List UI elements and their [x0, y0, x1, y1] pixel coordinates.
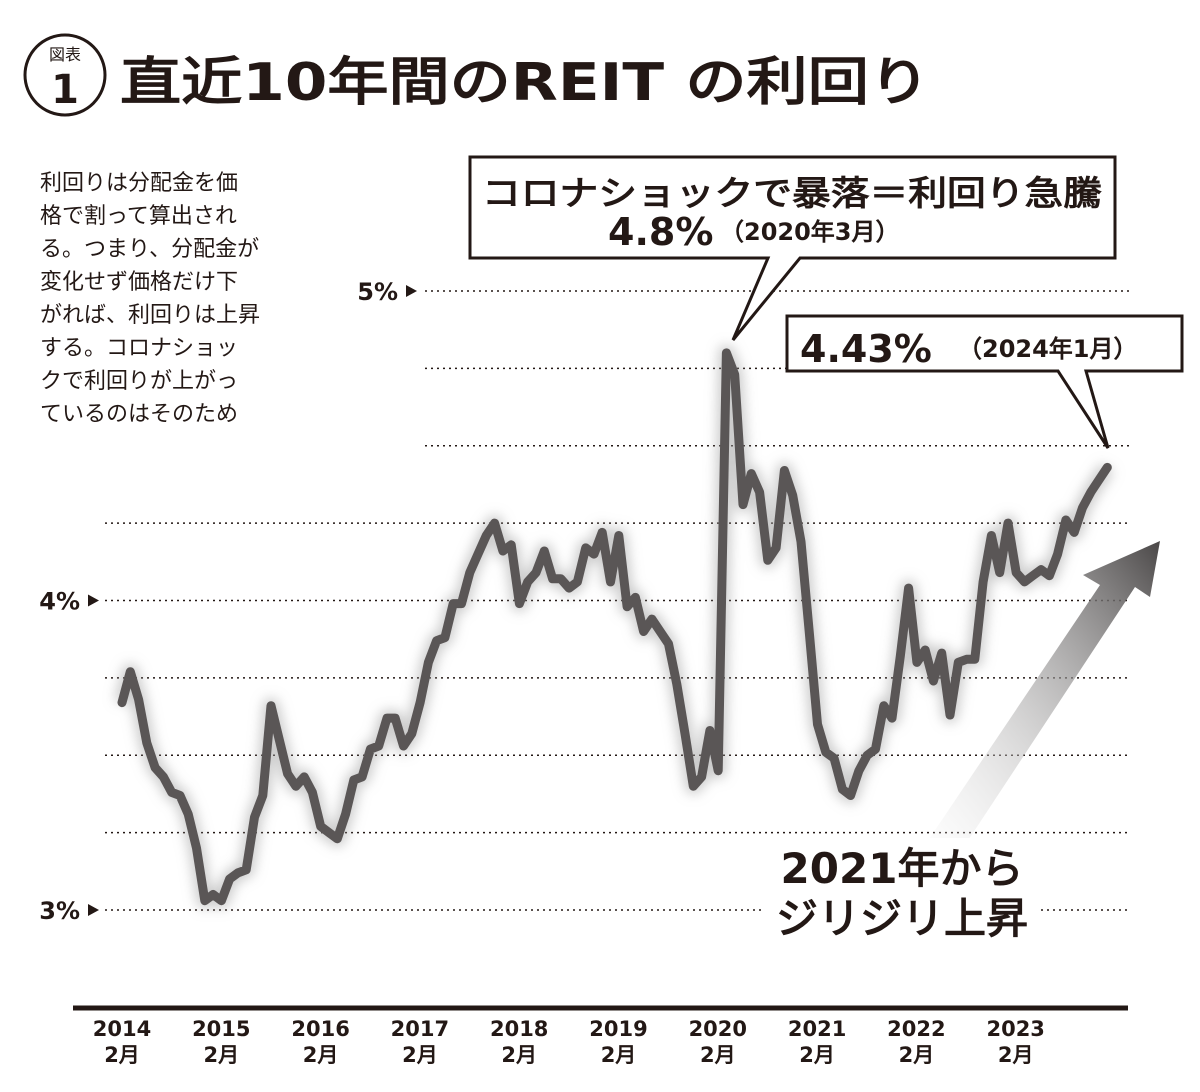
x-tick-year: 2016 — [291, 1017, 349, 1041]
x-tick-month: 2月 — [104, 1043, 140, 1067]
callout-covid-value: 4.8% — [608, 210, 713, 254]
trend-label-line2: ジリジリ上昇 — [776, 894, 1028, 943]
callout-covid-peak: コロナショックで暴落＝利回り急騰 4.8% （2020年3月） — [468, 155, 1117, 341]
yield-line — [117, 348, 1112, 906]
note-line: する。コロナショッ — [40, 336, 238, 361]
note-line: がれば、利回りは上昇 — [40, 303, 260, 328]
note-line: 利回りは分配金を価 — [40, 171, 238, 196]
x-tick-year: 2014 — [93, 1017, 151, 1041]
note-line: る。つまり、分配金が — [40, 237, 259, 262]
note-line: 変化せず価格だけ下 — [40, 270, 238, 295]
chart-title: 直近10年間のREIT の利回り — [120, 53, 930, 113]
callout-covid-heading: コロナショックで暴落＝利回り急騰 — [482, 174, 1102, 214]
x-tick-month: 2月 — [998, 1043, 1034, 1067]
x-tick-year: 2020 — [689, 1017, 747, 1041]
badge-number: 1 — [51, 67, 79, 113]
x-tick-month: 2月 — [303, 1043, 339, 1067]
y-tick-marker-icon — [88, 904, 99, 916]
x-tick-year: 2019 — [589, 1017, 647, 1041]
callout-covid-date: （2020年3月） — [720, 218, 900, 246]
note-line: クで利回りが上がっ — [40, 369, 238, 394]
x-tick-month: 2月 — [799, 1043, 835, 1067]
trend-arrow — [925, 541, 1160, 845]
x-tick-year: 2018 — [490, 1017, 548, 1041]
series-line — [114, 344, 1114, 909]
x-tick-year: 2023 — [986, 1017, 1044, 1041]
y-axis: 5% 4% 3% — [39, 278, 417, 925]
note-line: 格で割って算出され — [40, 204, 237, 229]
x-tick-month: 2月 — [601, 1043, 637, 1067]
note-line: ているのはそのため — [40, 402, 238, 427]
x-axis: 20142月20152月20162月20172月20182月20192月2020… — [93, 1017, 1045, 1067]
x-tick-month: 2月 — [899, 1043, 935, 1067]
y-tick-label: 5% — [357, 278, 398, 306]
callout-latest: 4.43% （2024年1月） — [785, 314, 1184, 449]
x-tick-month: 2月 — [203, 1043, 239, 1067]
badge-label: 図表 — [49, 45, 81, 64]
y-tick-marker-icon — [406, 285, 417, 297]
y-tick-label: 4% — [39, 588, 80, 616]
figure-badge: 図表 1 — [23, 33, 107, 117]
x-tick-month: 2月 — [700, 1043, 736, 1067]
trend-label-bg — [765, 838, 1040, 943]
callout-latest-date: （2024年1月） — [958, 335, 1138, 363]
x-tick-month: 2月 — [501, 1043, 537, 1067]
x-tick-month: 2月 — [402, 1043, 438, 1067]
x-tick-year: 2022 — [887, 1017, 945, 1041]
x-tick-year: 2021 — [788, 1017, 846, 1041]
trend-label-line1: 2021年から — [781, 844, 1024, 893]
y-tick-label: 3% — [39, 897, 80, 925]
callout-latest-value: 4.43% — [800, 327, 932, 371]
explanation-note: 利回りは分配金を価 格で割って算出され る。つまり、分配金が 変化せず価格だけ下… — [40, 171, 260, 427]
y-tick-marker-icon — [88, 594, 99, 607]
x-tick-year: 2015 — [192, 1017, 250, 1041]
x-tick-year: 2017 — [391, 1017, 449, 1041]
